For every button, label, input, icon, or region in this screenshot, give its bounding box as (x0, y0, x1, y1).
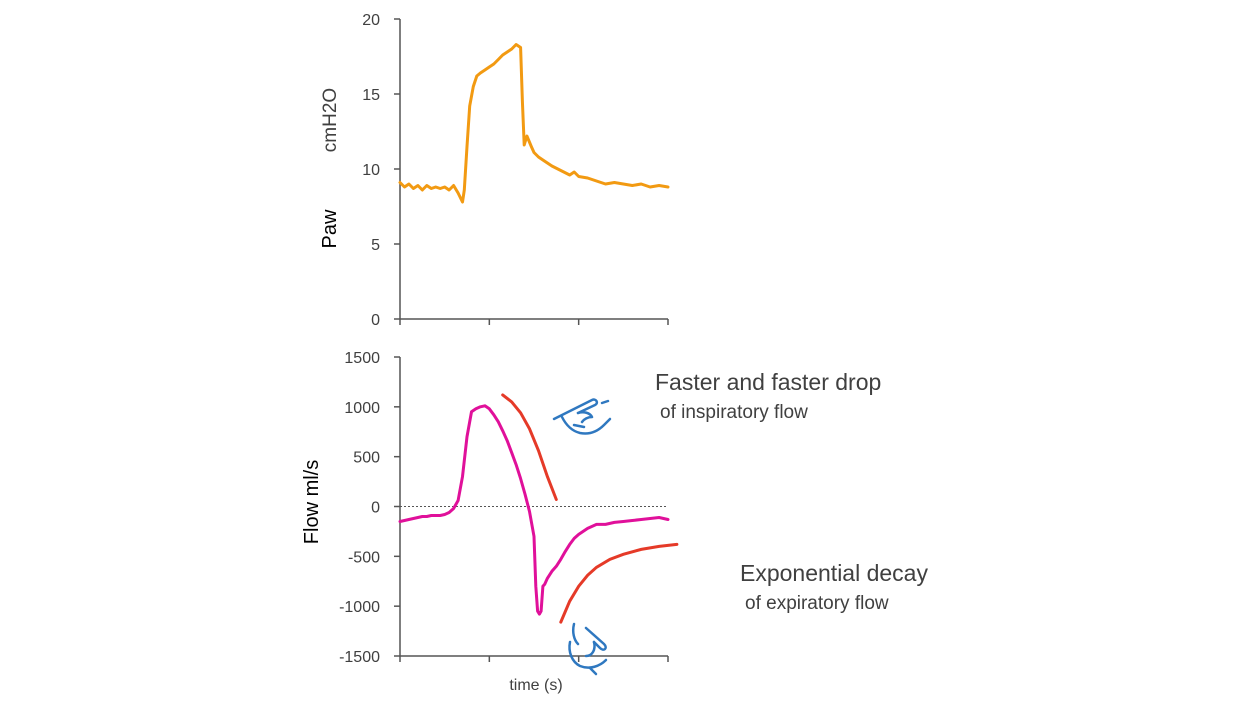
pointing-hand-icon (552, 398, 612, 435)
paw-axis-title: Paw (319, 209, 341, 248)
flow-axis-title: Flow ml/s (301, 460, 323, 544)
annotation-inspiratory-heading: Faster and faster drop (655, 369, 881, 395)
flow-y-tick-label: 1000 (344, 400, 380, 417)
flow-y-tick-label: -500 (348, 549, 380, 566)
flow-panel: -1500 -1000 -500 0 500 1000 1500 Flow ml/s tim… (301, 350, 679, 694)
flow-y-tick-label: 1500 (344, 350, 380, 367)
paw-y-ticks: 0 5 10 15 20 (362, 12, 400, 329)
flow-y-tick-label: -1500 (339, 649, 380, 666)
expiratory-trend-line (559, 542, 679, 624)
paw-unit-label: cmH2O (320, 88, 341, 152)
annotation-inspiratory-detail: of inspiratory flow (660, 402, 808, 423)
flow-y-tick-label: 0 (371, 500, 380, 517)
pointing-hand-icon (568, 622, 608, 676)
paw-series-line (398, 43, 670, 204)
flow-x-ticks (399, 656, 669, 662)
paw-y-tick-label: 0 (371, 312, 380, 329)
pressure-panel: 0 5 10 15 20 Paw cmH2O (319, 12, 670, 329)
paw-y-tick-label: 15 (362, 87, 380, 104)
inspiratory-trend-line (501, 393, 558, 501)
paw-y-tick-label: 5 (371, 237, 380, 254)
flow-y-ticks: -1500 -1000 -500 0 500 1000 1500 (339, 350, 400, 666)
annotation-expiratory-heading: Exponential decay (740, 560, 928, 586)
paw-y-tick-label: 10 (362, 162, 380, 179)
time-axis-label: time (s) (509, 677, 562, 694)
flow-y-tick-label: -1000 (339, 599, 380, 616)
paw-x-ticks (399, 319, 669, 325)
flow-y-tick-label: 500 (353, 450, 380, 467)
annotation-expiratory-detail: of expiratory flow (745, 593, 889, 614)
flow-series-line (398, 404, 670, 616)
paw-y-tick-label: 20 (362, 12, 380, 29)
